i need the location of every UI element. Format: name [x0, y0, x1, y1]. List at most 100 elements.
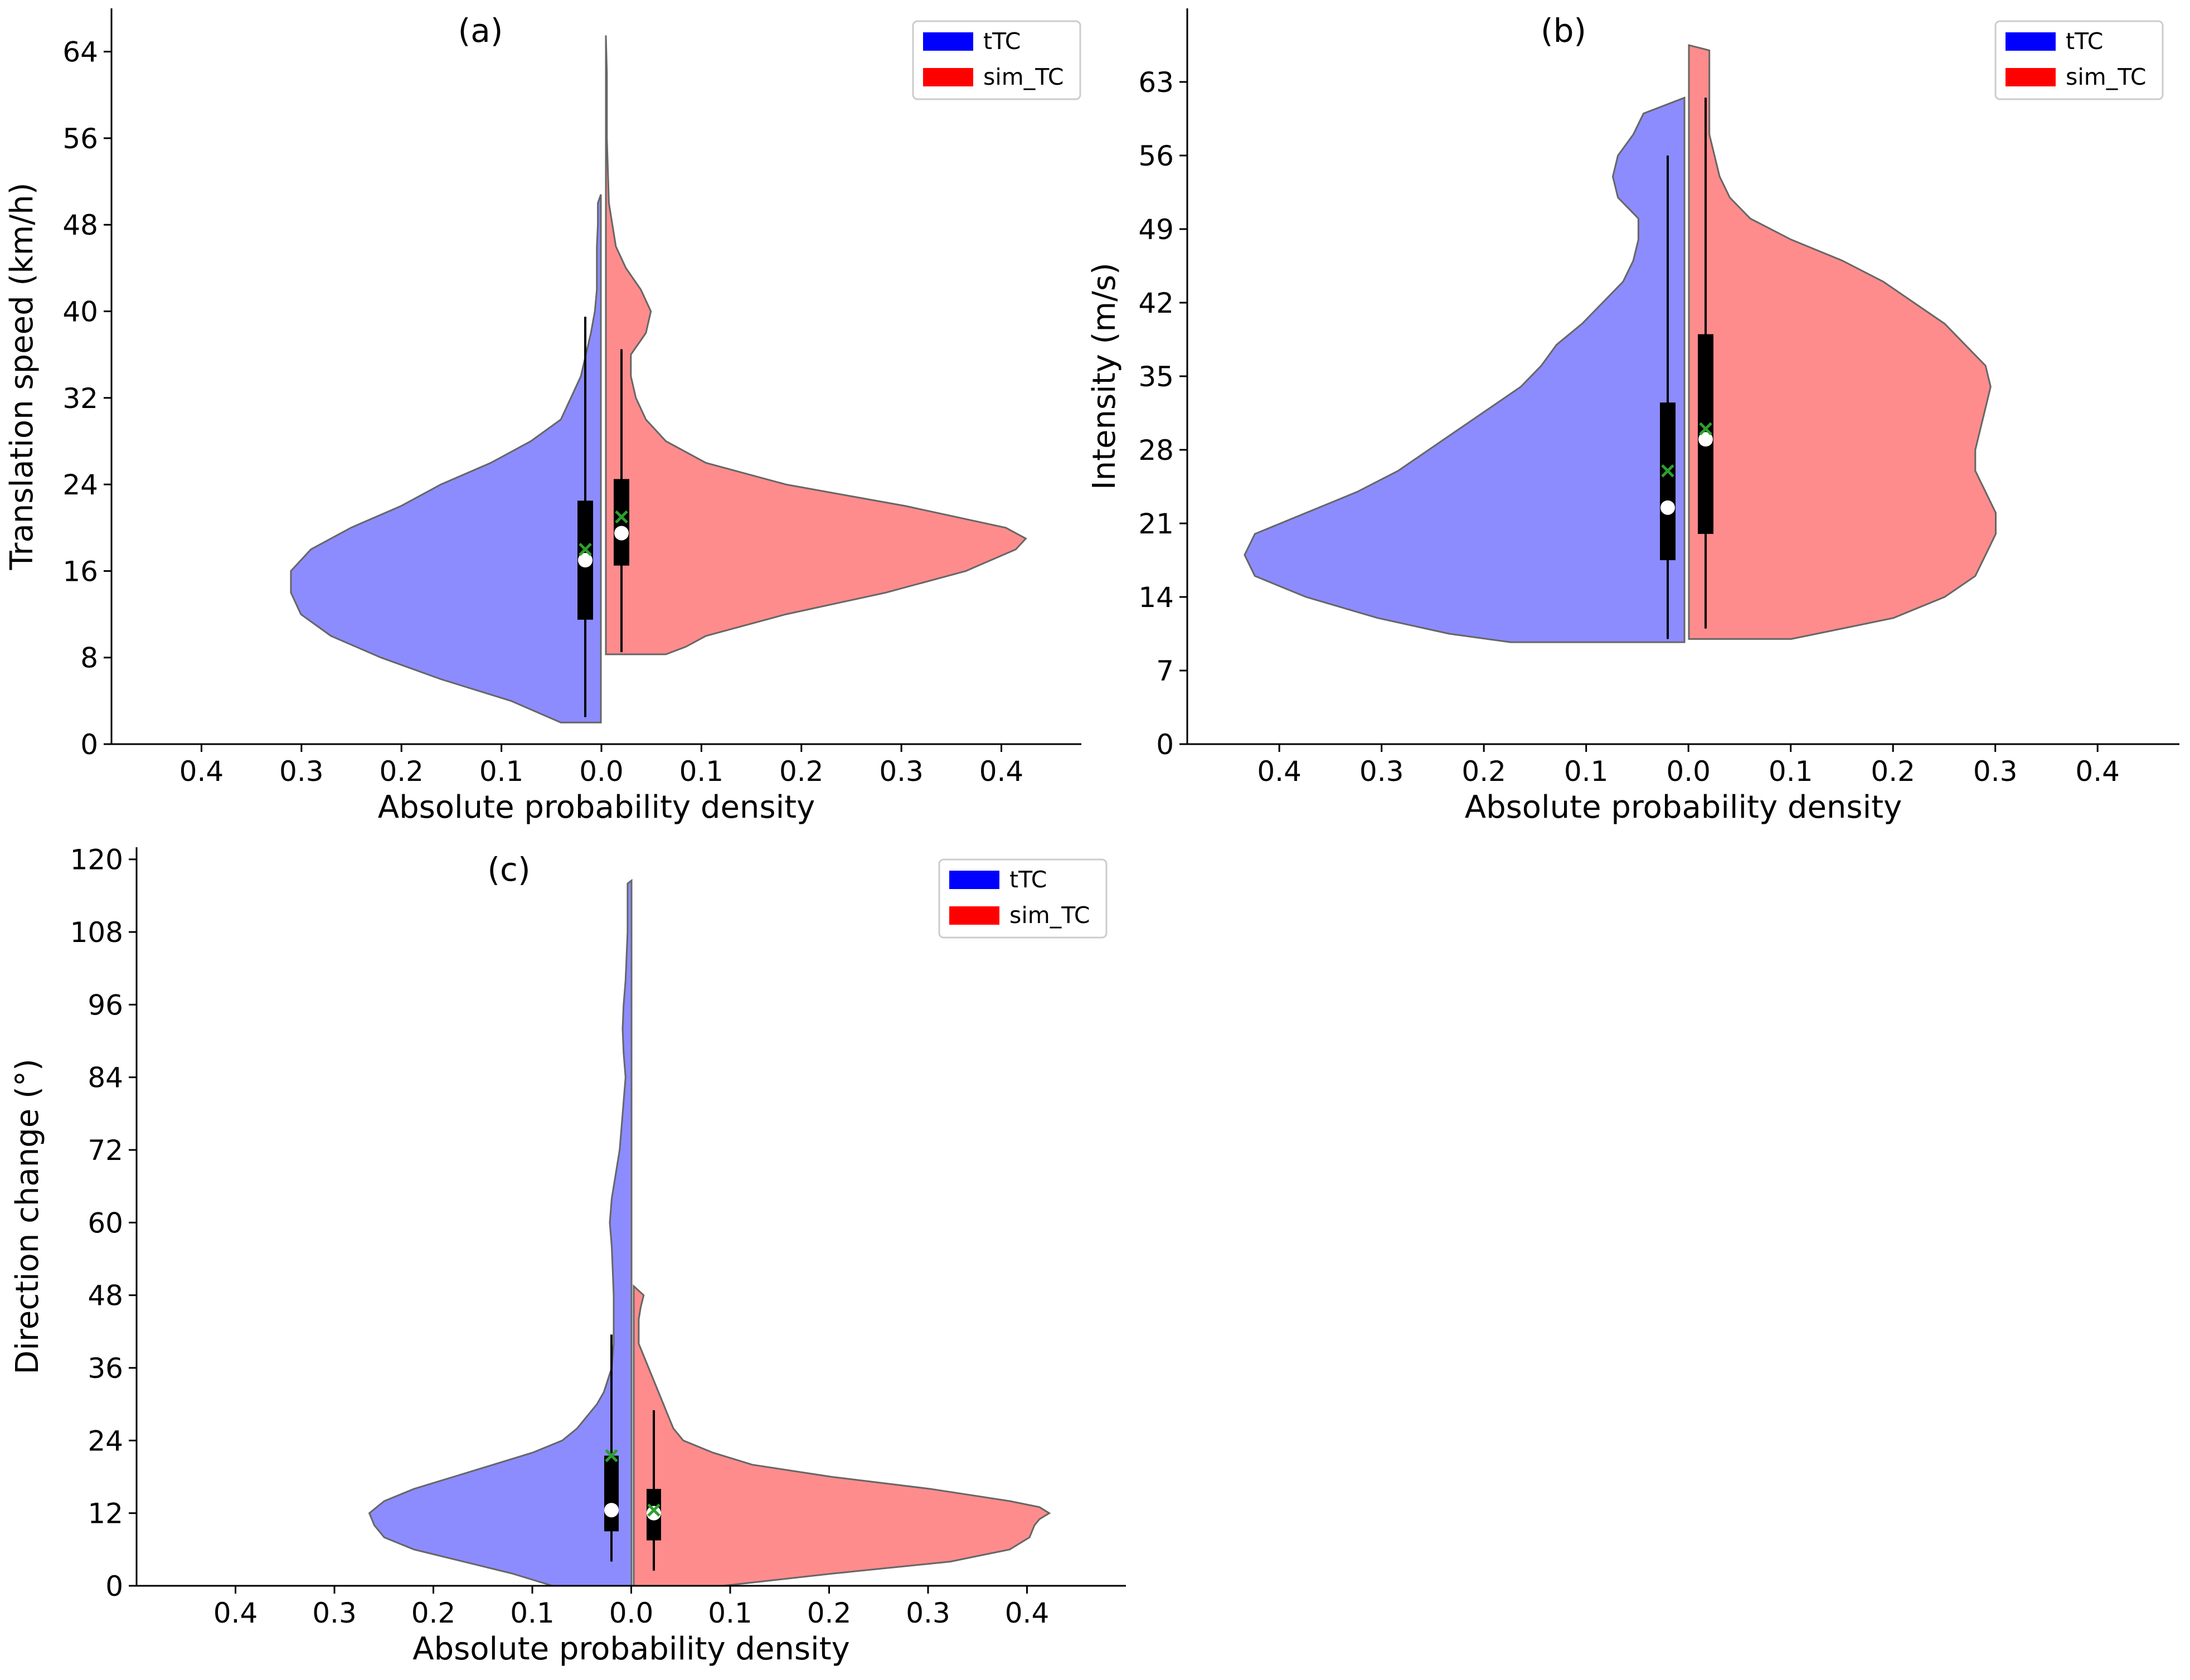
simtc-violin	[1688, 44, 1997, 640]
ttc-median-marker	[604, 1503, 619, 1518]
legend-label-ttc: tTC	[983, 28, 1021, 55]
simtc-median-marker	[647, 1506, 661, 1521]
legend-swatch-ttc	[923, 32, 973, 51]
y-axis-title: Translation speed (km/h)	[4, 183, 40, 571]
y-tick-label: 0	[1156, 729, 1174, 761]
y-axis-title: Intensity (m/s)	[1086, 263, 1123, 490]
panel-a: 0 8 16 24 32 40 48 56 64 0.4 0.3 0.2 0.1 0.0 0.1 0.2 0.3…	[4, 8, 1081, 826]
x-tick-label: 0.4	[2075, 755, 2120, 788]
x-tick-label: 0.2	[1461, 755, 1506, 788]
simtc-violin	[633, 1284, 1051, 1587]
ttc-box	[604, 1455, 619, 1532]
y-tick-label: 42	[1138, 287, 1174, 319]
simtc-median-marker	[614, 526, 629, 541]
y-tick-label: 60	[88, 1207, 123, 1239]
y-tick-label: 0	[105, 1570, 123, 1603]
x-tick-label: 0.3	[906, 1597, 950, 1629]
y-tick-label: 24	[62, 469, 98, 501]
x-tick-label: 0.2	[1871, 755, 1915, 788]
x-tick-label: 0.3	[1359, 755, 1404, 788]
x-tick-label: 0.1	[708, 1597, 752, 1629]
x-tick-label: 0.0	[1666, 755, 1711, 788]
ttc-violin	[290, 194, 602, 724]
x-tick-label: 0.3	[279, 755, 324, 788]
simtc-mean-marker	[647, 1503, 661, 1517]
simtc-median-marker	[1698, 432, 1713, 447]
y-tick-label: 84	[88, 1062, 123, 1094]
legend-swatch-ttc	[949, 871, 999, 889]
y-tick-label: 108	[70, 916, 123, 949]
legend-swatch-simtc	[949, 906, 999, 925]
x-tick-label: 0.1	[510, 1597, 555, 1629]
x-tick-label: 0.3	[312, 1597, 357, 1629]
y-tick-label: 49	[1138, 213, 1174, 246]
y-tick-label: 40	[62, 296, 98, 328]
panel-title: (a)	[458, 12, 503, 50]
legend-label-simtc: sim_TC	[1009, 902, 1090, 929]
x-axis-title: Absolute probability density	[378, 789, 815, 826]
ttc-violin	[1244, 96, 1686, 643]
x-tick-label: 0.3	[879, 755, 924, 788]
legend-label-ttc: tTC	[2066, 28, 2103, 55]
panel-title: (c)	[487, 851, 530, 888]
x-tick-label: 0.0	[579, 755, 624, 788]
x-tick-label: 0.2	[807, 1597, 852, 1629]
y-tick-label: 63	[1138, 66, 1174, 99]
x-axis-title: Absolute probability density	[412, 1631, 849, 1667]
x-tick-label: 0.4	[1257, 755, 1302, 788]
x-axis-title: Absolute probability density	[1465, 789, 1902, 826]
panel-b: 0 7 14 21 28 35 42 49 56 63 0.4 0.3 0.2 0.1 0.0 0.1 0.2 0…	[1086, 8, 2179, 826]
x-tick-label: 0.2	[411, 1597, 456, 1629]
simtc-violin	[605, 35, 1027, 656]
y-tick-label: 0	[80, 729, 98, 761]
panel-c: 0 12 24 36 48 60 72 84 96 108 120 0.4 0.3 0.2 0.1 0.0 0.…	[9, 844, 1126, 1667]
y-tick-label: 21	[1138, 508, 1174, 540]
legend: tTC sim_TC	[938, 858, 1108, 939]
x-tick-label: 0.1	[1564, 755, 1609, 788]
y-tick-label: 16	[62, 555, 98, 587]
y-tick-label: 28	[1138, 434, 1174, 467]
x-tick-label: 0.4	[979, 755, 1024, 788]
y-tick-label: 12	[88, 1498, 123, 1530]
x-tick-label: 0.1	[479, 755, 524, 788]
y-tick-label: 48	[88, 1280, 123, 1312]
x-tick-label: 0.4	[213, 1597, 258, 1629]
y-tick-label: 32	[62, 382, 98, 415]
y-tick-label: 120	[70, 844, 123, 876]
legend-swatch-simtc	[2006, 68, 2056, 86]
x-tick-label: 0.4	[1005, 1597, 1050, 1629]
legend-label-ttc: tTC	[1009, 866, 1047, 893]
x-tick-label: 0.4	[179, 755, 224, 788]
ttc-box	[1660, 402, 1676, 560]
ttc-mean-marker	[605, 1449, 618, 1463]
y-tick-label: 56	[1138, 140, 1174, 172]
ttc-mean-marker	[579, 542, 592, 556]
simtc-mean-marker	[1699, 422, 1712, 436]
y-tick-label: 7	[1156, 655, 1174, 687]
x-tick-label: 0.1	[1769, 755, 1813, 788]
y-tick-label: 96	[88, 989, 123, 1021]
y-tick-label: 48	[62, 209, 98, 241]
legend-swatch-ttc	[2006, 32, 2056, 51]
x-tick-label: 0.2	[379, 755, 424, 788]
y-tick-label: 64	[62, 36, 98, 69]
y-tick-label: 35	[1138, 361, 1174, 393]
y-axis-title: Direction change (°)	[9, 1059, 46, 1374]
simtc-mean-marker	[615, 510, 628, 524]
x-tick-label: 0.1	[679, 755, 724, 788]
x-tick-label: 0.0	[609, 1597, 654, 1629]
x-tick-label: 0.2	[779, 755, 824, 788]
x-tick-label: 0.3	[1973, 755, 2018, 788]
y-tick-label: 8	[80, 642, 98, 674]
legend: tTC sim_TC	[1994, 20, 2164, 100]
panel-title: (b)	[1541, 12, 1586, 50]
ttc-median-marker	[578, 553, 593, 567]
y-tick-label: 24	[88, 1425, 123, 1457]
y-tick-label: 36	[88, 1352, 123, 1385]
y-tick-label: 56	[62, 123, 98, 155]
ttc-violin	[368, 878, 633, 1587]
y-tick-label: 14	[1138, 581, 1174, 614]
legend: tTC sim_TC	[912, 20, 1081, 100]
ttc-mean-marker	[1661, 464, 1674, 478]
